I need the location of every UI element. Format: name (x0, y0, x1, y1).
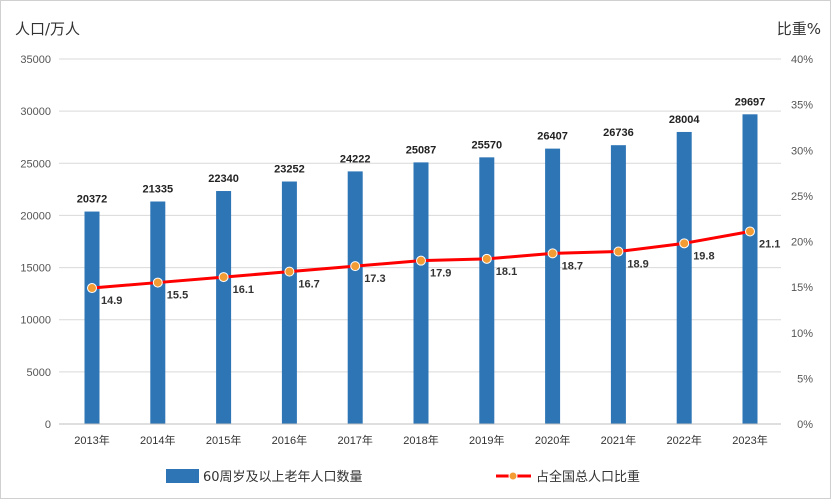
line-value-label: 18.7 (562, 260, 583, 272)
line-point (218, 272, 229, 283)
legend-line-marker (508, 471, 518, 481)
bar (84, 211, 100, 424)
bar (676, 131, 692, 424)
left-tick-label: 15000 (20, 263, 51, 275)
right-tick-label: 30% (791, 145, 813, 157)
line-value-label: 19.8 (693, 250, 714, 262)
left-y-axis: 0 5000 10000 15000 20000 25000 30000 35000 (20, 54, 51, 431)
x-tick-label: 2022年 (666, 433, 701, 447)
line-point (284, 266, 295, 277)
right-y-axis: 0% 5% 10% 15% 20% 25% 30% 35% 40% (791, 54, 813, 431)
bar (347, 171, 363, 424)
right-axis-title: 比重% (777, 20, 821, 38)
legend-bar-label: 60周岁及以上老年人口数量 (203, 470, 363, 485)
right-tick-label: 25% (791, 191, 813, 203)
bar (150, 201, 166, 424)
line-point (350, 261, 361, 272)
line-point (679, 238, 690, 249)
left-tick-label: 10000 (20, 315, 51, 327)
line-point (613, 246, 624, 257)
bar-value-label: 25570 (472, 139, 503, 151)
bar (281, 181, 297, 424)
line-value-label: 14.9 (101, 295, 122, 307)
right-tick-label: 5% (797, 373, 813, 385)
line-point (152, 277, 163, 288)
x-tick-label: 2021年 (601, 433, 636, 447)
right-tick-label: 20% (791, 237, 813, 249)
bar-value-label: 29697 (735, 96, 766, 108)
left-tick-label: 25000 (20, 158, 51, 170)
x-tick-label: 2019年 (469, 433, 504, 447)
bar (216, 191, 232, 424)
bar-value-label: 24222 (340, 153, 371, 165)
bar-value-label: 25087 (406, 144, 437, 156)
right-tick-label: 0% (797, 419, 813, 431)
left-tick-label: 20000 (20, 210, 51, 222)
line-point (547, 248, 558, 259)
x-tick-label: 2018年 (403, 433, 438, 447)
line-value-label: 16.7 (298, 279, 319, 291)
left-tick-label: 35000 (20, 54, 51, 66)
right-tick-label: 35% (791, 100, 813, 112)
x-axis: 2013年 2014年 2015年 2016年 2017年 2018年 2019年 2020年… (59, 423, 781, 447)
bar-series: 20372 21335 22340 23252 24222 25087 25570 26407… (77, 96, 766, 425)
bar-value-label: 26407 (537, 131, 568, 143)
bar (610, 145, 626, 425)
bar-value-label: 21335 (143, 184, 174, 196)
left-tick-label: 30000 (20, 106, 51, 118)
x-tick-label: 2015年 (206, 433, 241, 447)
legend: 60周岁及以上老年人口数量 占全国总人口比重 (166, 469, 640, 485)
x-tick-label: 2013年 (74, 433, 109, 447)
line-value-label: 18.1 (496, 266, 517, 278)
x-tick-label: 2016年 (272, 433, 307, 447)
legend-line-label: 占全国总人口比重 (536, 469, 640, 485)
left-axis-title: 人口/万人 (15, 20, 80, 38)
x-tick-label: 2023年 (732, 433, 767, 447)
line-point (416, 255, 426, 266)
bar (479, 157, 495, 424)
line-series: 14.9 15.5 16.1 16.7 17.3 17.9 18.1 18.7 18.9 19.8… (87, 226, 780, 307)
line-value-label: 18.9 (627, 259, 648, 271)
right-tick-label: 40% (791, 54, 813, 66)
left-tick-label: 5000 (27, 367, 51, 379)
line-point (745, 226, 755, 237)
bar-value-label: 28004 (669, 114, 700, 126)
legend-bar-swatch (166, 469, 199, 483)
line-point (481, 253, 492, 264)
bar (545, 148, 561, 424)
bar-value-label: 26736 (603, 127, 634, 139)
bar-value-label: 20372 (77, 194, 108, 206)
line-value-label: 16.1 (233, 284, 254, 296)
x-tick-label: 2014年 (140, 433, 175, 447)
x-tick-label: 2020年 (535, 433, 570, 447)
right-tick-label: 10% (791, 328, 813, 340)
line-value-label: 17.3 (364, 273, 385, 285)
line-value-label: 21.1 (759, 238, 780, 250)
bar (742, 114, 758, 425)
bar-value-label: 22340 (208, 173, 239, 185)
line-value-label: 17.9 (430, 268, 451, 280)
bar-value-label: 23252 (274, 164, 305, 176)
bar (413, 162, 429, 425)
left-tick-label: 0 (45, 419, 51, 431)
line-point (87, 283, 97, 294)
line-value-label: 15.5 (167, 290, 188, 302)
right-tick-label: 15% (791, 282, 813, 294)
x-tick-label: 2017年 (337, 433, 372, 447)
